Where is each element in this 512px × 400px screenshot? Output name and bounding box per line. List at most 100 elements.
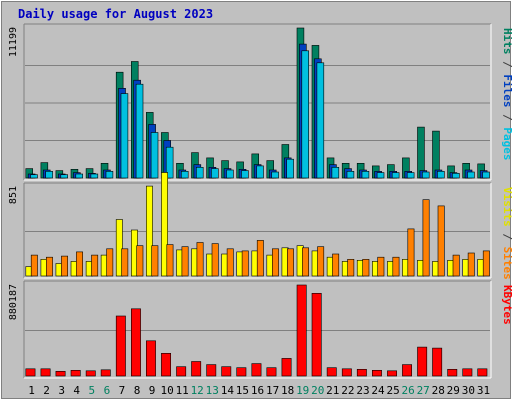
bar-pages-day-24 xyxy=(376,172,385,179)
y-max-label-visits: 851 xyxy=(8,186,19,204)
x-tick-label: 19 xyxy=(296,384,309,397)
x-tick-label: 18 xyxy=(281,384,294,397)
bar-visits-day-9 xyxy=(146,185,153,277)
bar-sites-day-4 xyxy=(76,251,84,277)
bar-sites-day-12 xyxy=(196,242,204,277)
bar-sites-day-7 xyxy=(121,248,129,277)
bar-kbytes-day-10 xyxy=(161,352,171,377)
legend-part: Visits xyxy=(501,187,512,227)
legend-part: KBytes xyxy=(501,285,512,325)
x-tick-label: 11 xyxy=(176,384,189,397)
legend-part: / xyxy=(501,227,512,247)
legend-part: Sites xyxy=(501,247,512,280)
x-tick-label: 22 xyxy=(341,384,354,397)
bar-sites-day-30 xyxy=(467,252,475,277)
legend-hits: Hits / Files / Pages xyxy=(501,28,512,161)
panel-kbytes: 880187 KBytes xyxy=(8,280,512,379)
bar-pages-day-5 xyxy=(90,173,99,179)
bar-sites-day-10 xyxy=(166,244,174,277)
panel-hits: 11199 Hits / Files / Pages xyxy=(8,23,512,181)
bar-pages-day-13 xyxy=(211,168,219,179)
bar-pages-day-2 xyxy=(45,171,53,179)
bar-pages-day-6 xyxy=(105,171,114,179)
bar-kbytes-day-13 xyxy=(206,364,217,377)
x-tick-label: 28 xyxy=(432,384,445,397)
bar-kbytes-day-6 xyxy=(100,369,111,377)
bar-pages-day-11 xyxy=(181,171,189,179)
bar-kbytes-day-2 xyxy=(40,368,51,377)
legend-part: Pages xyxy=(501,127,512,160)
bar-kbytes-day-5 xyxy=(85,370,96,377)
bar-kbytes-day-18 xyxy=(281,358,292,377)
bar-kbytes-day-12 xyxy=(191,361,202,377)
bar-kbytes-day-9 xyxy=(146,340,156,377)
x-tick-label: 6 xyxy=(104,384,111,397)
legend-part: Files xyxy=(501,74,512,107)
bar-kbytes-day-1 xyxy=(25,368,36,377)
x-tick-label: 16 xyxy=(251,384,264,397)
bar-kbytes-day-11 xyxy=(176,366,187,377)
x-tick-label: 10 xyxy=(160,384,173,397)
x-tick-label: 20 xyxy=(311,384,324,397)
x-tick-label: 26 xyxy=(401,384,414,397)
bar-pages-day-20 xyxy=(316,62,325,179)
bar-pages-day-7 xyxy=(120,93,129,179)
bar-sites-day-28 xyxy=(437,205,445,277)
x-tick-label: 23 xyxy=(356,384,369,397)
y-max-label-hits: 11199 xyxy=(8,27,19,57)
bar-sites-day-11 xyxy=(181,246,189,277)
x-tick-label: 25 xyxy=(386,384,399,397)
x-tick-label: 14 xyxy=(221,384,235,397)
bar-kbytes-day-23 xyxy=(356,368,367,377)
bar-pages-day-30 xyxy=(467,171,475,179)
bar-sites-day-5 xyxy=(91,254,99,277)
bar-pages-day-14 xyxy=(226,169,234,179)
bar-pages-day-22 xyxy=(346,171,355,179)
bar-kbytes-day-21 xyxy=(326,367,337,377)
x-tick-label: 4 xyxy=(73,384,80,397)
bar-kbytes-day-28 xyxy=(432,347,443,377)
bar-pages-day-3 xyxy=(60,174,68,179)
bar-kbytes-day-30 xyxy=(462,368,473,377)
bar-sites-day-6 xyxy=(106,248,114,277)
bar-sites-day-23 xyxy=(362,258,370,277)
bar-sites-day-24 xyxy=(377,256,385,277)
x-tick-label: 5 xyxy=(88,384,95,397)
bar-pages-day-17 xyxy=(271,171,279,179)
bar-pages-day-12 xyxy=(196,167,204,179)
bar-pages-day-26 xyxy=(406,172,415,179)
bar-sites-day-9 xyxy=(151,245,159,277)
bar-pages-day-16 xyxy=(256,165,264,179)
bar-pages-day-19 xyxy=(301,50,309,179)
x-tick-label: 15 xyxy=(236,384,249,397)
legend-part: / xyxy=(501,55,512,75)
x-tick-label: 30 xyxy=(462,384,475,397)
bar-pages-day-18 xyxy=(286,158,294,179)
chart-title: Daily usage for August 2023 xyxy=(18,7,213,21)
x-tick-label: 7 xyxy=(119,384,126,397)
bar-sites-day-1 xyxy=(30,254,38,277)
bar-sites-day-16 xyxy=(256,240,264,277)
bar-sites-day-31 xyxy=(482,250,490,277)
bar-pages-day-21 xyxy=(331,167,340,179)
bar-pages-day-1 xyxy=(30,174,38,179)
y-max-label-kbytes: 880187 xyxy=(8,284,19,320)
x-tick-label: 8 xyxy=(134,384,141,397)
bar-kbytes-day-26 xyxy=(402,364,412,377)
bar-sites-day-21 xyxy=(332,253,340,277)
legend-visits: Visits / Sites xyxy=(501,187,512,280)
bar-kbytes-day-15 xyxy=(236,367,247,377)
bar-sites-day-20 xyxy=(317,246,325,277)
bar-kbytes-day-19 xyxy=(296,284,307,377)
bar-sites-day-25 xyxy=(392,256,400,277)
x-tick-label: 2 xyxy=(43,384,50,397)
bar-kbytes-day-7 xyxy=(115,315,126,377)
bar-kbytes-day-4 xyxy=(70,369,81,377)
legend-part: Hits xyxy=(501,28,512,55)
bar-sites-day-3 xyxy=(61,255,69,277)
x-tick-label: 29 xyxy=(447,384,460,397)
bar-kbytes-day-27 xyxy=(417,346,428,377)
bar-pages-day-28 xyxy=(437,171,445,179)
